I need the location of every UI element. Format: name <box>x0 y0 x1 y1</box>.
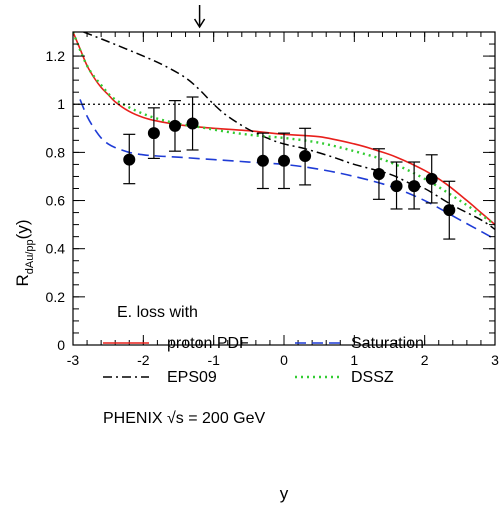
data-point <box>168 119 181 132</box>
data-point <box>123 153 136 166</box>
x-tick-label: -2 <box>137 352 150 368</box>
data-points-layer <box>123 96 456 240</box>
data-point-group <box>390 161 403 210</box>
data-point-group <box>425 154 438 204</box>
y-tick-label: 1.2 <box>46 48 66 64</box>
legend-label-dssz: DSSZ <box>351 369 394 386</box>
curve-eps09 <box>83 32 495 231</box>
data-point <box>425 172 438 185</box>
y-axis-title-suffix: (y) <box>13 220 32 240</box>
tick-labels-layer: -3 -2 -1 0 1 2 3 0 0.2 0.4 0.6 0.8 1 1.2 <box>46 48 499 368</box>
curve-saturation <box>79 99 495 240</box>
data-point <box>372 168 385 181</box>
data-point <box>390 180 403 193</box>
curve-proton-pdf <box>73 32 495 226</box>
y-tick-label: 0.6 <box>46 193 66 209</box>
data-point-group <box>256 132 269 190</box>
arrow-down-icon <box>193 5 206 29</box>
experiment-label: PHENIX √s = 200 GeV <box>103 410 266 427</box>
data-point-group <box>408 161 421 210</box>
y-axis-title-subscript: dAu/pp <box>24 239 36 274</box>
data-point <box>186 117 199 130</box>
data-point-group <box>147 107 160 160</box>
y-tick-label: 0.8 <box>46 144 66 160</box>
y-axis-title: RdAu/pp(y) <box>13 220 36 287</box>
x-tick-label: -3 <box>67 352 80 368</box>
data-point <box>299 149 312 162</box>
curves-layer <box>73 32 495 240</box>
data-point <box>147 127 160 140</box>
legend-label-eps09: EPS09 <box>167 369 217 386</box>
legend: E. loss with proton PDF Saturation EPS09… <box>103 304 424 427</box>
data-point-group <box>278 132 290 190</box>
x-tick-label: 1 <box>350 352 358 368</box>
x-tick-label: 2 <box>421 352 429 368</box>
ticks-layer <box>72 31 496 346</box>
x-tick-label: 0 <box>280 352 288 368</box>
y-tick-label: 0.4 <box>46 241 66 257</box>
data-point-group <box>186 96 199 151</box>
data-point <box>256 154 269 167</box>
y-tick-label: 0 <box>57 337 65 353</box>
data-point-group <box>168 100 181 152</box>
data-point <box>408 180 421 193</box>
legend-label-proton-pdf: proton PDF <box>167 335 249 352</box>
y-axis-title-main: R <box>13 274 32 286</box>
data-point-group <box>123 133 136 185</box>
y-tick-label: 1 <box>57 96 65 112</box>
legend-label-saturation: Saturation <box>351 335 424 352</box>
x-tick-label: 3 <box>491 352 499 368</box>
x-tick-label: -1 <box>207 352 220 368</box>
x-axis-title: y <box>280 484 289 503</box>
legend-header: E. loss with <box>117 304 198 321</box>
data-point-group <box>299 127 312 186</box>
data-point-group <box>443 180 456 240</box>
data-point-group <box>372 148 385 200</box>
y-tick-label: 0.2 <box>46 289 66 305</box>
data-point <box>278 154 290 167</box>
data-point <box>443 204 456 217</box>
